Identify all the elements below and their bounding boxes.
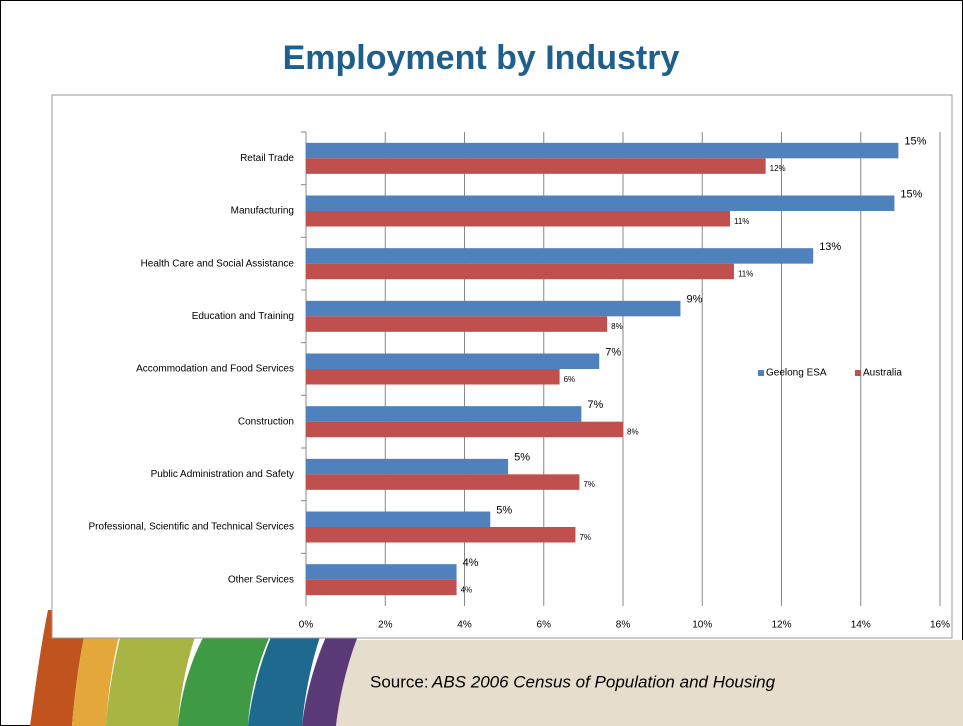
bar xyxy=(306,369,560,385)
bar xyxy=(306,421,623,438)
data-label: 8% xyxy=(611,322,623,331)
y-tick-label: Health Care and Social Assistance xyxy=(141,258,295,269)
data-label: 11% xyxy=(734,217,749,226)
data-label: 12% xyxy=(770,164,786,173)
data-label: 15% xyxy=(900,188,922,200)
x-tick-label: 16% xyxy=(930,620,950,631)
bar xyxy=(306,511,491,527)
x-tick-label: 0% xyxy=(299,620,314,631)
y-tick-label: Construction xyxy=(238,416,294,427)
chart-title: Employment by Industry xyxy=(283,39,680,77)
y-tick-label: Other Services xyxy=(228,574,294,585)
data-label: 4% xyxy=(463,557,479,569)
y-tick-label: Professional, Scientific and Technical S… xyxy=(89,522,294,533)
bar xyxy=(306,316,608,332)
bar xyxy=(306,353,600,369)
bar xyxy=(306,195,895,211)
data-label: 11% xyxy=(738,270,753,279)
data-label: 8% xyxy=(627,428,639,437)
legend-swatch xyxy=(855,370,861,376)
x-tick-label: 14% xyxy=(851,620,871,631)
y-tick-label: Education and Training xyxy=(192,311,294,322)
data-label: 7% xyxy=(605,346,621,358)
data-label: 6% xyxy=(564,375,576,384)
data-label: 7% xyxy=(583,480,595,489)
legend-label: Australia xyxy=(863,368,902,379)
data-label: 7% xyxy=(579,533,591,542)
bar xyxy=(306,263,734,280)
data-label: 5% xyxy=(514,452,530,464)
data-label: 15% xyxy=(904,136,926,148)
footer-band xyxy=(330,640,963,726)
x-tick-label: 10% xyxy=(692,620,712,631)
bar xyxy=(306,406,582,422)
bar xyxy=(306,211,730,227)
bar xyxy=(306,300,681,317)
x-tick-label: 6% xyxy=(537,620,552,631)
y-tick-label: Retail Trade xyxy=(240,153,294,164)
data-label: 13% xyxy=(819,241,841,253)
footer-label: Source: xyxy=(370,672,429,691)
bar xyxy=(306,248,814,264)
bar xyxy=(306,527,576,543)
legend-label: Geelong ESA xyxy=(766,368,827,379)
bar xyxy=(306,458,509,475)
data-label: 5% xyxy=(496,504,512,516)
y-tick-label: Manufacturing xyxy=(231,206,294,217)
y-tick-label: Accommodation and Food Services xyxy=(136,364,294,375)
bar xyxy=(306,579,457,596)
x-tick-label: 12% xyxy=(771,620,791,631)
bar xyxy=(306,474,580,490)
bar xyxy=(306,564,457,580)
x-tick-label: 4% xyxy=(457,620,472,631)
bar xyxy=(306,142,899,159)
x-tick-label: 2% xyxy=(378,620,393,631)
data-label: 4% xyxy=(461,586,473,595)
legend-swatch xyxy=(758,370,764,376)
y-tick-label: Public Administration and Safety xyxy=(151,469,294,480)
bar xyxy=(306,158,766,174)
x-tick-label: 8% xyxy=(616,620,631,631)
data-label: 7% xyxy=(587,399,603,411)
footer-text: ABS 2006 Census of Population and Housin… xyxy=(431,672,776,691)
data-label: 9% xyxy=(686,294,702,306)
